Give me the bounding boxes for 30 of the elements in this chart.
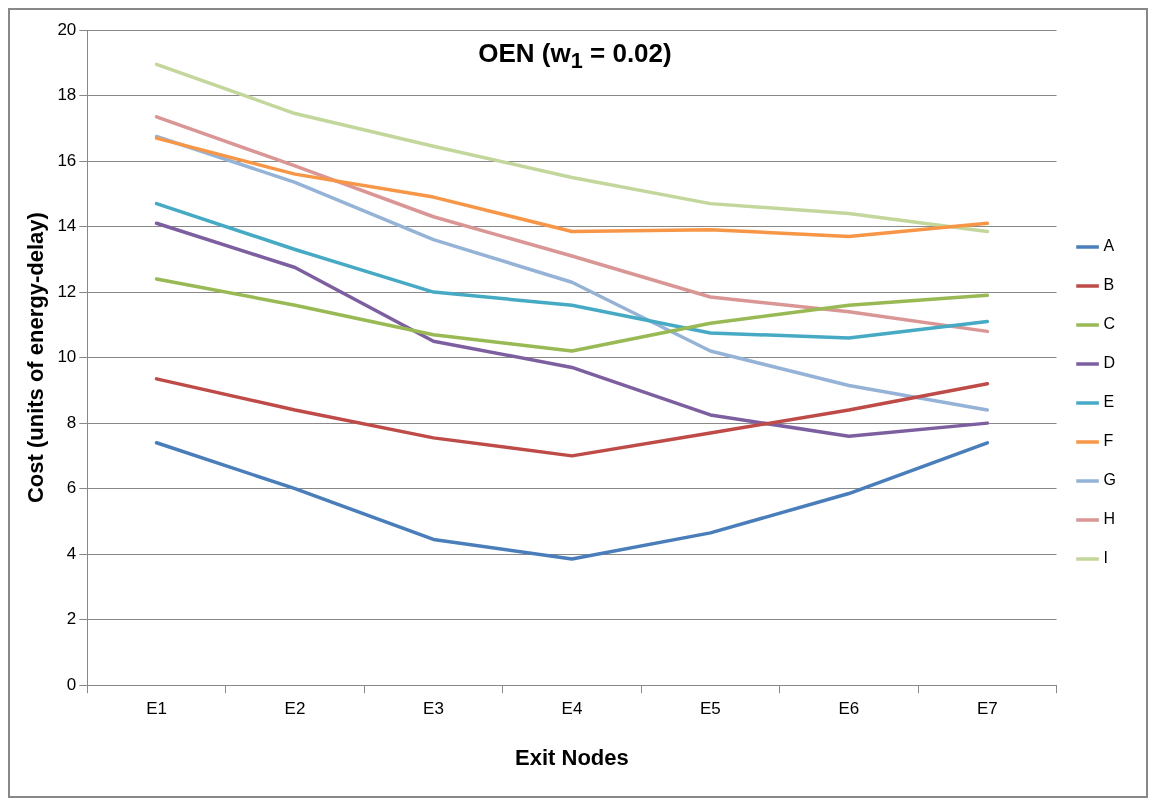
y-tick-label: 8 [66,412,77,432]
y-tick-label: 2 [66,609,77,629]
legend-label: B [1103,276,1115,294]
x-tick-label: E4 [561,699,583,719]
legend-label: C [1103,315,1116,333]
x-tick-label: E3 [423,699,444,719]
y-tick-label: 20 [57,19,77,39]
legend-label: E [1103,393,1115,411]
y-tick-label: 18 [57,85,77,105]
x-axis-title: Exit Nodes [515,744,629,770]
x-tick-label: E7 [976,699,998,719]
y-axis-title: Cost (units of energy-delay) [23,212,49,504]
x-tick-label: E6 [838,699,860,719]
y-tick-label: 6 [66,478,77,498]
y-tick-label: 10 [57,347,77,367]
x-tick-label: E2 [284,699,306,719]
x-tick-label: E5 [700,699,721,719]
legend-label: G [1103,471,1117,489]
legend-label: F [1103,432,1114,450]
y-tick-label: 12 [57,281,77,301]
legend-label: I [1103,549,1109,567]
chart-title: OEN (w$_{1}$ = 0.02) [477,38,673,75]
y-tick-label: 4 [66,543,77,563]
y-tick-label: 14 [57,216,77,236]
legend-label: H [1103,510,1116,528]
y-tick-label: 16 [57,150,77,170]
legend-label: D [1103,354,1116,372]
legend-label: A [1103,237,1115,255]
x-tick-label: E1 [146,699,167,719]
y-tick-label: 0 [66,674,77,694]
